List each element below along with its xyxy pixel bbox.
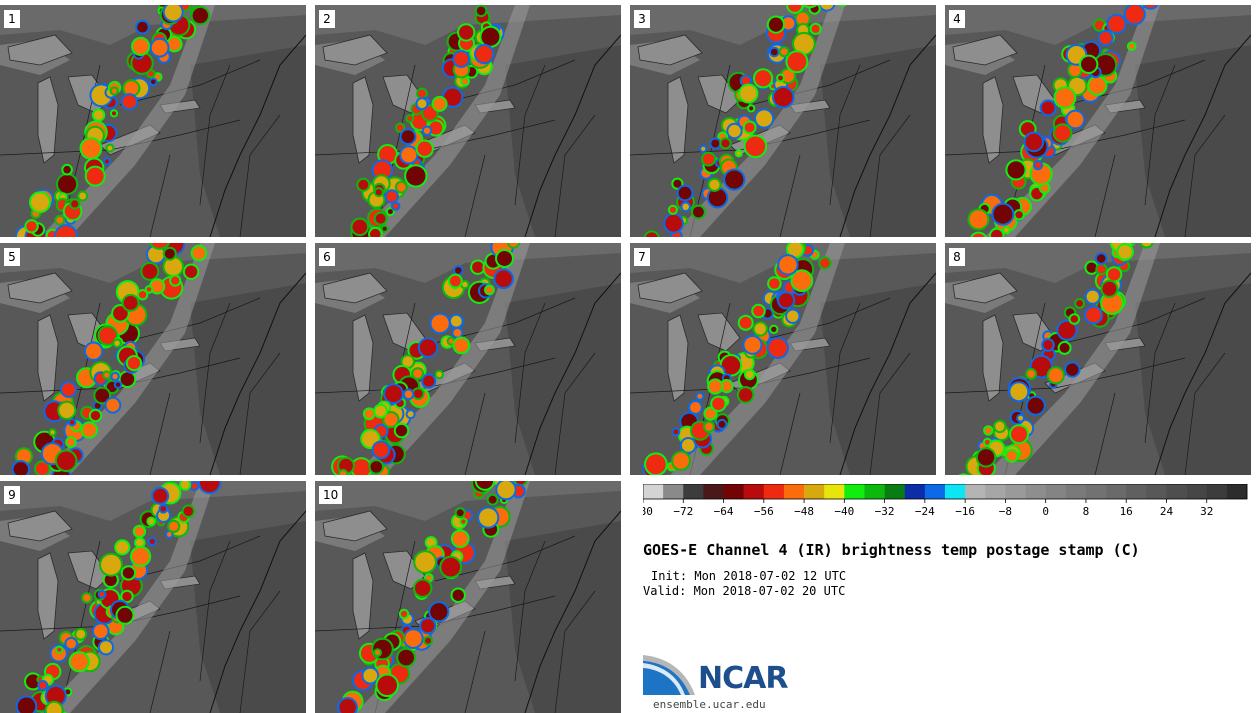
- colorbar-bin: [1126, 484, 1146, 499]
- map-image: [315, 5, 621, 237]
- map-image: [630, 243, 936, 475]
- stamp-label: 3: [634, 10, 650, 28]
- ncar-logo-icon: [643, 655, 695, 697]
- stamp-panel-6: 6: [315, 243, 621, 475]
- stamp-panel-2: 2: [315, 5, 621, 237]
- site-url: ensemble.ucar.edu: [653, 698, 766, 711]
- stamp-label: 8: [949, 248, 965, 266]
- colorbar-tick-label: 32: [1200, 505, 1213, 518]
- map-image: [315, 481, 621, 713]
- valid-time: Valid: Mon 2018-07-02 20 UTC: [643, 584, 845, 598]
- colorbar-bin: [1005, 484, 1025, 499]
- colorbar-tick-label: 24: [1160, 505, 1174, 518]
- ncar-logo-text: NCAR: [698, 662, 787, 696]
- colorbar-bin: [1026, 484, 1046, 499]
- stamp-label: 10: [319, 486, 342, 504]
- colorbar-tick-label: 16: [1120, 505, 1133, 518]
- colorbar-tick-label: 0: [1042, 505, 1049, 518]
- colorbar-tick-label: −8: [999, 505, 1012, 518]
- stamp-label: 9: [4, 486, 20, 504]
- colorbar-bin: [724, 484, 744, 499]
- colorbar-bin: [1146, 484, 1166, 499]
- colorbar-tick-label: −48: [794, 505, 814, 518]
- colorbar-tick-label: −56: [754, 505, 774, 518]
- colorbar-bin: [1046, 484, 1066, 499]
- map-image: [315, 243, 621, 475]
- colorbar-bin: [925, 484, 945, 499]
- colorbar-tick-label: −72: [673, 505, 693, 518]
- colorbar-bin: [965, 484, 985, 499]
- colorbar-bin: [683, 484, 703, 499]
- colorbar-bin: [784, 484, 804, 499]
- colorbar-bin: [844, 484, 864, 499]
- colorbar-bin: [744, 484, 764, 499]
- map-image: [0, 5, 306, 237]
- colorbar-bin: [1106, 484, 1126, 499]
- colorbar-bin: [1066, 484, 1086, 499]
- colorbar-bin: [1227, 484, 1247, 499]
- stamp-label: 5: [4, 248, 20, 266]
- colorbar-bin: [804, 484, 824, 499]
- stamp-label: 6: [319, 248, 335, 266]
- colorbar-bin: [1207, 484, 1227, 499]
- map-image: [945, 243, 1251, 475]
- colorbar-tick-label: −32: [875, 505, 895, 518]
- colorbar-bin: [945, 484, 965, 499]
- init-time: Init: Mon 2018-07-02 12 UTC: [651, 569, 846, 583]
- colorbar-tick-label: −24: [915, 505, 935, 518]
- colorbar-tick-label: 8: [1083, 505, 1090, 518]
- colorbar-tick-label: −80: [643, 505, 653, 518]
- stamp-panel-7: 7: [630, 243, 936, 475]
- colorbar-bin: [885, 484, 905, 499]
- colorbar-tick-label: −16: [955, 505, 975, 518]
- colorbar-tick-label: −64: [714, 505, 734, 518]
- colorbar-bin: [703, 484, 723, 499]
- colorbar-bin: [1166, 484, 1186, 499]
- stamp-panel-5: 5: [0, 243, 306, 475]
- colorbar-tick-label: −40: [834, 505, 854, 518]
- map-image: [0, 481, 306, 713]
- stamp-panel-1: 1: [0, 5, 306, 237]
- colorbar-bin: [824, 484, 844, 499]
- map-image: [630, 5, 936, 237]
- stamp-label: 1: [4, 10, 20, 28]
- colorbar-bin: [1187, 484, 1207, 499]
- colorbar-bin: [764, 484, 784, 499]
- colorbar-bin: [985, 484, 1005, 499]
- stamp-panel-8: 8: [945, 243, 1251, 475]
- stamp-panel-9: 9: [0, 481, 306, 713]
- chart-title: GOES-E Channel 4 (IR) brightness temp po…: [643, 541, 1140, 559]
- map-image: [0, 243, 306, 475]
- stamp-panel-4: 4: [945, 5, 1251, 237]
- colorbar-bin: [1086, 484, 1106, 499]
- stamp-label: 7: [634, 248, 650, 266]
- colorbar-bin: [864, 484, 884, 499]
- stamp-label: 2: [319, 10, 335, 28]
- colorbar-bin: [643, 484, 663, 499]
- map-image: [945, 5, 1251, 237]
- stamp-panel-3: 3: [630, 5, 936, 237]
- colorbar-bin: [905, 484, 925, 499]
- stamp-label: 4: [949, 10, 965, 28]
- stamp-panel-10: 10: [315, 481, 621, 713]
- colorbar-bin: [663, 484, 683, 499]
